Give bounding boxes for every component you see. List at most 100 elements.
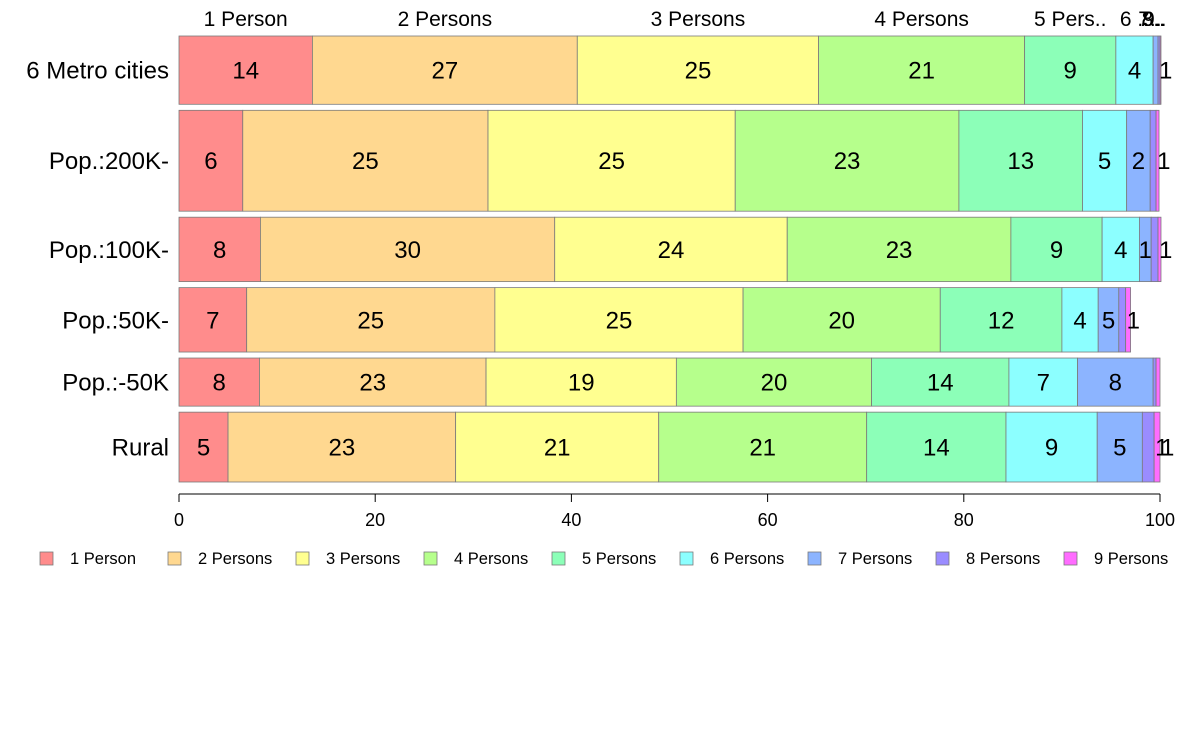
bar-segment [1008, 357, 1078, 407]
top-series-label: 4 Persons [874, 8, 969, 31]
data-label: 13 [1007, 148, 1034, 175]
bar-segment [455, 411, 660, 483]
top-series-label: 7.. [1138, 8, 1161, 31]
bar-segment [242, 109, 489, 212]
top-series-label: 2 Persons [398, 8, 493, 31]
data-label: 1 [1139, 237, 1152, 264]
bar-segment [1010, 216, 1103, 283]
bar-segment [1152, 35, 1159, 105]
data-label: 21 [908, 58, 935, 85]
x-tick-label: 100 [1145, 510, 1175, 530]
top-series-label: 3 Persons [651, 8, 746, 31]
bar-segment [487, 109, 736, 212]
legend-label: 3 Persons [326, 550, 400, 568]
bar-segment [1155, 109, 1160, 212]
bar-segment [1150, 216, 1159, 283]
x-tick-label: 60 [758, 510, 778, 530]
legend-swatch [935, 551, 950, 566]
data-label: 4 [1128, 58, 1141, 85]
legend-label: 6 Persons [710, 550, 784, 568]
bar-segment [1061, 287, 1099, 353]
bar-segment [1157, 216, 1162, 283]
data-label: 5 [197, 435, 210, 462]
data-label: 1 [1159, 237, 1172, 264]
top-series-label: 6 .. [1120, 8, 1149, 31]
data-label: 1 [1159, 58, 1172, 85]
bar-segment [1153, 411, 1161, 483]
legend-swatch [551, 551, 566, 566]
legend-swatch [1063, 551, 1078, 566]
category-label: Pop.:100K- [49, 237, 169, 264]
data-label: 6 [204, 148, 217, 175]
data-label: 9 [1050, 237, 1063, 264]
data-label: 25 [352, 148, 379, 175]
bar-segment [576, 35, 820, 105]
bar-segment [1101, 216, 1140, 283]
data-label: 1 [1161, 435, 1174, 462]
data-label: 1 [1155, 435, 1168, 462]
data-label: 14 [923, 435, 950, 462]
data-label: 1 [1157, 148, 1170, 175]
top-series-label: 9.. [1143, 8, 1166, 31]
bar-segment [1155, 357, 1161, 407]
bar-segment [1125, 287, 1131, 353]
data-label: 4 [1114, 237, 1127, 264]
data-label: 23 [328, 435, 355, 462]
data-label: 24 [658, 237, 685, 264]
legend-swatch [807, 551, 822, 566]
data-label: 25 [357, 307, 384, 334]
data-label: 7 [1037, 370, 1050, 397]
legend-swatch [167, 551, 182, 566]
data-label: 21 [749, 435, 776, 462]
bar-segment [658, 411, 868, 483]
bar-segment [1152, 357, 1157, 407]
bar-segment [1118, 287, 1127, 353]
legend-swatch [295, 551, 310, 566]
legend-swatch [423, 551, 438, 566]
bar-segment [178, 287, 248, 353]
category-label: 6 Metro cities [26, 58, 169, 85]
data-label: 4 [1073, 307, 1086, 334]
data-label: 9 [1045, 435, 1058, 462]
legend-swatch [679, 551, 694, 566]
legend-label: 5 Persons [582, 550, 656, 568]
bar-segment [958, 109, 1083, 212]
legend-label: 1 Person [70, 550, 136, 568]
data-label: 9 [1064, 58, 1077, 85]
bar-segment [675, 357, 872, 407]
legend-label: 8 Persons [966, 550, 1040, 568]
data-label: 8 [1109, 370, 1122, 397]
top-series-label: 8.. [1142, 8, 1165, 31]
data-label: 19 [568, 370, 595, 397]
bar-segment [734, 109, 960, 212]
x-tick-label: 80 [954, 510, 974, 530]
data-label: 25 [598, 148, 625, 175]
bar-segment [178, 411, 229, 483]
bar-segment [178, 35, 313, 105]
data-label: 14 [232, 58, 259, 85]
bar-segment [312, 35, 578, 105]
bar-segment [1159, 35, 1162, 105]
data-label: 1 [1127, 307, 1140, 334]
bar-segment [227, 411, 457, 483]
bar-segment [818, 35, 1026, 105]
bar-segment [259, 357, 487, 407]
bar-segment [494, 287, 744, 353]
data-label: 5 [1098, 148, 1111, 175]
bar-segment [260, 216, 556, 283]
bar-segment [1149, 109, 1157, 212]
bar-segment [742, 287, 941, 353]
bar-segment [178, 109, 244, 212]
data-label: 23 [834, 148, 861, 175]
data-label: 12 [988, 307, 1015, 334]
bar-segment [485, 357, 677, 407]
bar-segment [246, 287, 496, 353]
legend-label: 2 Persons [198, 550, 272, 568]
category-label: Pop.:50K- [62, 307, 169, 334]
data-label: 25 [606, 307, 633, 334]
data-label: 7 [206, 307, 219, 334]
bar-segment [1096, 411, 1143, 483]
category-label: Rural [112, 435, 169, 462]
data-label: 23 [886, 237, 913, 264]
